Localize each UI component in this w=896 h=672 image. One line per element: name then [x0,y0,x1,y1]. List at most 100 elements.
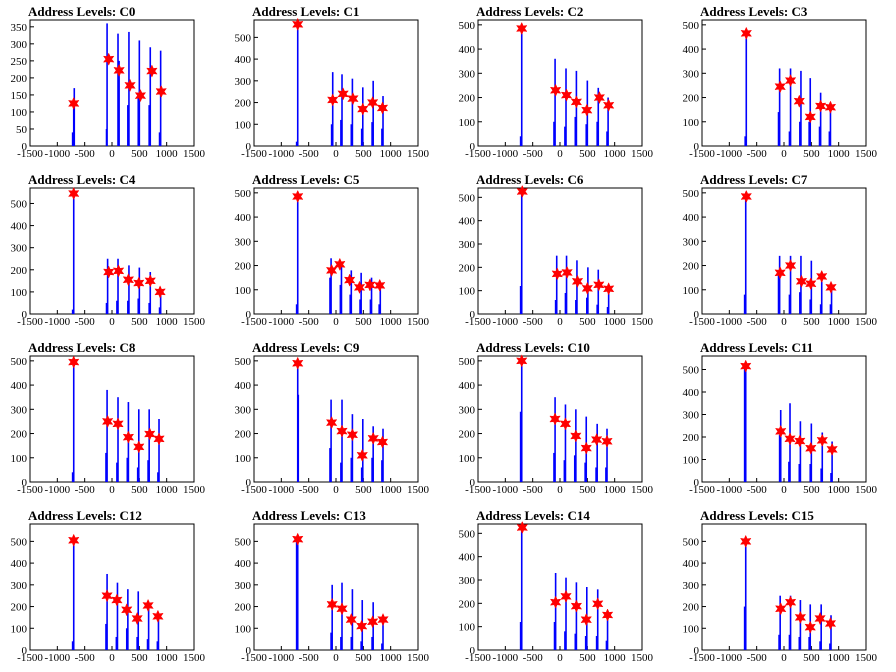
x-tick-label: -500 [299,652,320,664]
x-tick-label: -1000 [268,316,294,328]
peak-marker [560,88,573,102]
y-tick-label: 0 [470,309,476,321]
y-tick-label: 500 [11,198,28,210]
chart-title: Address Levels: C9 [252,340,360,355]
x-tick-label: 500 [131,316,148,328]
x-tick-label: -1500 [17,316,43,328]
plot-frame [29,523,195,651]
y-tick-label: 300 [235,580,252,592]
y-tick-label: 100 [683,117,700,129]
x-tick-label: 1500 [631,316,654,328]
x-tick-label: 500 [803,148,820,160]
y-tick-label: 100 [235,453,252,465]
x-tick-label: 1500 [855,316,878,328]
peak-marker [367,431,379,445]
x-tick-label: 1500 [183,652,206,664]
x-tick-label: 1000 [380,148,403,160]
peak-marker [591,597,604,611]
chart-title: Address Levels: C0 [28,4,135,19]
y-tick-label: 200 [11,602,28,614]
x-tick-label: 500 [803,316,820,328]
peak-marker [814,99,827,113]
y-tick-label: 0 [470,645,476,657]
y-tick-label: 200 [235,602,252,614]
peak-marker [131,611,143,626]
x-tick-label: 1000 [828,148,851,160]
peak-marker [112,417,124,431]
plot-frame [701,355,867,483]
y-tick-label: 100 [683,455,700,467]
x-tick-label: -500 [299,484,320,496]
y-tick-label: 300 [235,404,252,416]
x-tick-label: 1000 [156,652,179,664]
x-tick-label: 0 [333,652,339,664]
y-tick-label: 500 [683,365,700,377]
x-tick-label: 1500 [407,316,430,328]
chart-panel-14: Address Levels: C14 0 100 200 300 400 500 -1500… [459,508,654,664]
y-tick-label: 100 [459,286,476,298]
chart-panel-13: Address Levels: C13 0 100 200 300 400 500 -1500… [235,508,430,664]
chart-panel-12: Address Levels: C12 0 100 200 300 400 500 -1500… [11,508,206,664]
x-tick-label: 1500 [407,148,430,160]
y-tick-label: 200 [11,73,28,85]
peak-marker [113,63,125,78]
x-tick-label: -500 [523,148,544,160]
x-tick-label: -1000 [492,652,518,664]
x-tick-label: -500 [75,148,96,160]
peak-marker [374,278,386,293]
x-tick-label: 1000 [380,316,403,328]
chart-title: Address Levels: C14 [476,508,590,523]
y-tick-label: 100 [459,453,476,465]
peak-marker [155,84,167,99]
y-tick-label: 400 [683,387,700,399]
y-tick-label: 100 [683,623,700,635]
peak-marker [774,424,787,439]
peak-marker [153,432,165,446]
x-tick-label: -1000 [492,316,518,328]
peak-marker [376,101,389,115]
y-tick-label: 300 [683,68,700,80]
peak-marker [580,613,592,627]
chart-panel-3: Address Levels: C30100200300400500-1500-… [683,4,878,160]
x-tick-label: -1000 [268,484,294,496]
peak-marker [121,603,133,617]
x-tick-label: -500 [523,316,544,328]
y-tick-label: 200 [683,261,700,273]
plot-frame [477,187,643,315]
x-tick-label: -500 [75,652,96,664]
y-tick-label: 400 [683,212,700,224]
x-tick-label: -1500 [689,484,715,496]
peak-marker [353,280,366,294]
peak-marker [551,267,563,281]
y-tick-label: 0 [694,309,700,321]
x-tick-label: -500 [747,148,768,160]
y-tick-label: 0 [470,141,476,153]
peak-marker [376,435,389,449]
peak-marker [581,281,594,295]
chart-title: Address Levels: C10 [476,340,590,355]
peak-marker [292,17,304,31]
peak-marker [804,620,816,634]
x-tick-label: 0 [781,316,787,328]
peak-marker [815,269,828,284]
peak-marker [590,432,603,447]
plot-frame [253,19,419,147]
x-tick-label: 0 [781,484,787,496]
y-tick-label: 200 [683,93,700,105]
chart-title: Address Levels: C8 [28,340,136,355]
peak-marker [784,258,797,273]
y-tick-label: 500 [235,188,252,200]
y-tick-label: 400 [11,221,28,233]
plot-frame [29,19,195,147]
peak-marker [366,95,379,110]
x-tick-label: -1000 [268,148,294,160]
chart-title: Address Levels: C7 [700,172,808,187]
peak-marker [101,589,113,603]
x-tick-label: 1500 [183,316,206,328]
y-tick-label: 200 [11,265,28,277]
x-tick-label: 1000 [156,316,179,328]
peak-marker [111,593,123,607]
x-tick-label: 0 [557,316,563,328]
peak-marker [740,26,753,40]
x-tick-label: 1500 [631,484,654,496]
